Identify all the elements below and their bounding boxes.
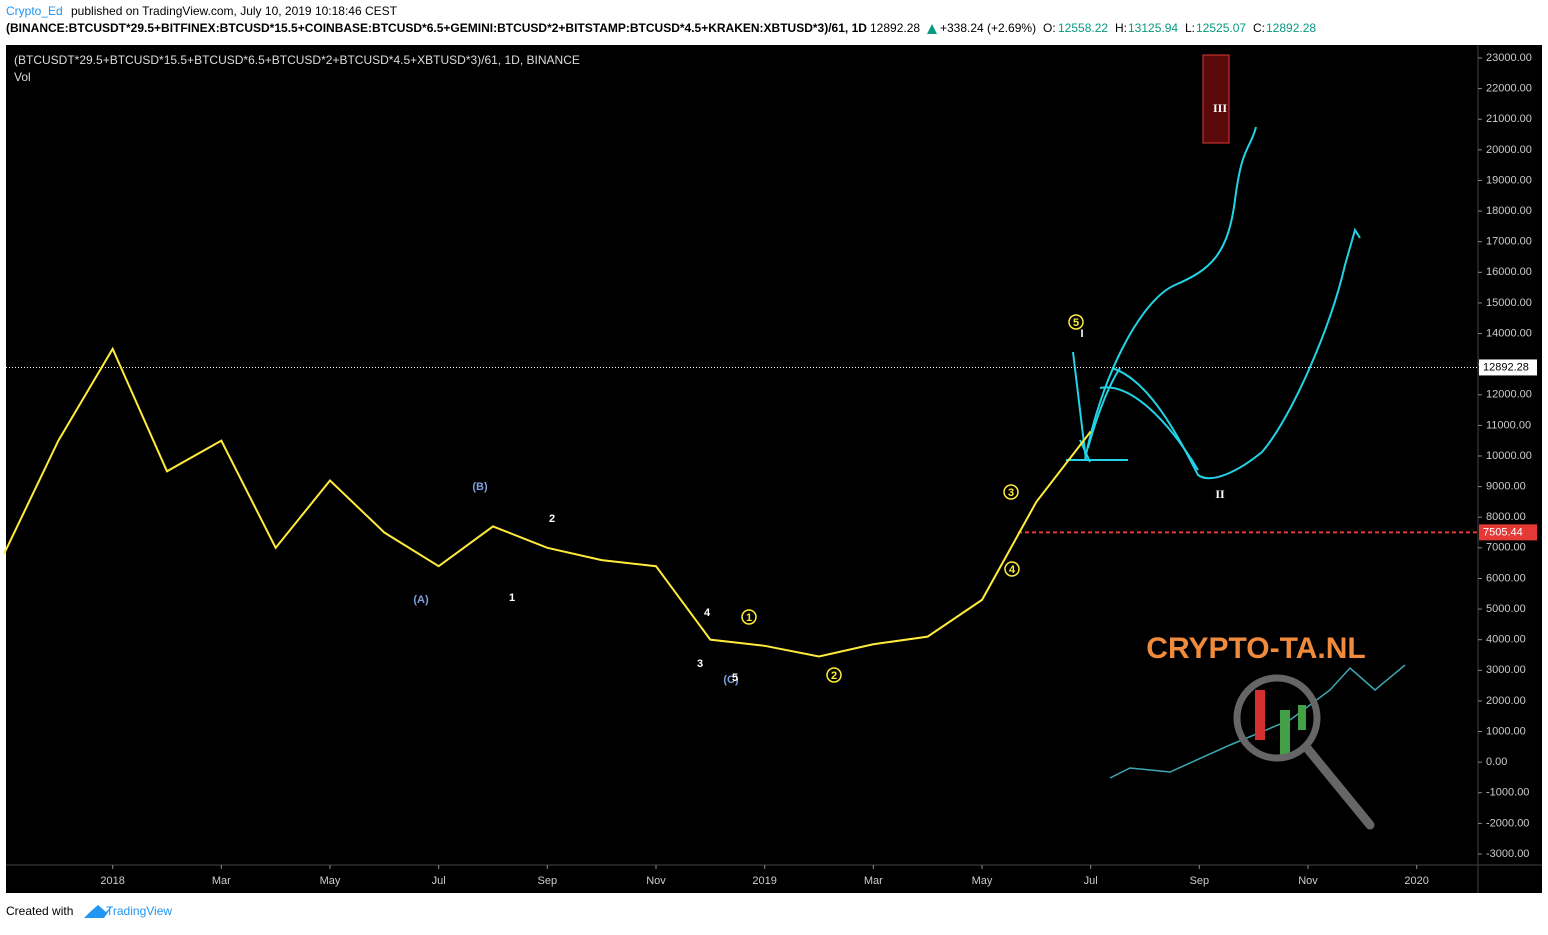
wave-label: I <box>1080 328 1083 340</box>
x-tick-label: Sep <box>538 875 558 887</box>
y-tick-label: 15000.00 <box>1486 297 1532 309</box>
watermark: CRYPTO-TA.NL <box>1146 632 1365 665</box>
wave-circle <box>1068 314 1084 330</box>
y-tick-label: 6000.00 <box>1486 572 1526 584</box>
wave-label: 5 <box>732 672 738 684</box>
legend-title: (BTCUSDT*29.5+BTCUSD*15.5+BTCUSD*6.5+BTC… <box>14 53 580 67</box>
published: published on TradingView.com, July 10, 2… <box>71 4 398 18</box>
wave-label: (A) <box>413 594 429 606</box>
x-tick-label: Mar <box>212 875 231 887</box>
price-tag-label: 12892.28 <box>1483 361 1529 373</box>
tv-logo <box>84 905 113 918</box>
last: 12892.28 <box>870 21 920 35</box>
y-tick-label: 22000.00 <box>1486 83 1532 95</box>
x-tick-label: Mar <box>864 875 883 887</box>
high: 13125.94 <box>1128 21 1178 35</box>
y-tick-label: 21000.00 <box>1486 113 1532 125</box>
y-tick-label: 18000.00 <box>1486 205 1532 217</box>
wave-circle <box>826 667 842 683</box>
wave-label: 2 <box>549 513 555 525</box>
footer-brand: TradingView <box>106 904 172 918</box>
logo-candle <box>1298 705 1306 730</box>
x-tick-label: Nov <box>1298 875 1318 887</box>
x-tick-label: Sep <box>1190 875 1210 887</box>
wave-label: 1 <box>509 592 515 604</box>
y-tick-label: 3000.00 <box>1486 664 1526 676</box>
wave-label: 2 <box>831 670 837 682</box>
y-tick-label: -1000.00 <box>1486 787 1529 799</box>
wave-label: II <box>1215 487 1225 501</box>
y-tick-label: 2000.00 <box>1486 695 1526 707</box>
logo-candle <box>1280 710 1290 755</box>
wave-label: 1 <box>746 612 752 624</box>
magnifier <box>1233 674 1321 762</box>
close: 12892.28 <box>1266 21 1316 35</box>
y-tick-label: 1000.00 <box>1486 725 1526 737</box>
wave-label: 3 <box>697 658 703 670</box>
wave-label: 3 <box>1008 487 1014 499</box>
target-box <box>1202 54 1230 144</box>
projection-path <box>1087 367 1199 471</box>
up-arrow <box>927 24 937 34</box>
y-tick-label: 4000.00 <box>1486 634 1526 646</box>
y-tick-label: -2000.00 <box>1486 817 1529 829</box>
y-tick-label: 17000.00 <box>1486 236 1532 248</box>
y-tick-label: 0.00 <box>1486 756 1507 768</box>
y-tick-label: 11000.00 <box>1486 419 1531 431</box>
price-tag-label: 7505.44 <box>1483 526 1523 538</box>
price-tag <box>1479 524 1537 541</box>
x-tick-label: May <box>320 875 341 887</box>
symbol: (BINANCE:BTCUSDT*29.5+BITFINEX:BTCUSD*15… <box>6 21 867 35</box>
wave-label: (C) <box>723 674 739 686</box>
y-tick-label: 5000.00 <box>1486 603 1526 615</box>
drawing <box>1066 126 1361 480</box>
price-tag <box>1479 359 1537 376</box>
wave-circle <box>1003 484 1019 500</box>
footer-created: Created with <box>6 904 73 918</box>
magnifier-handle <box>1302 743 1375 830</box>
y-tick-label: 20000.00 <box>1486 144 1532 156</box>
y-tick-label: 14000.00 <box>1486 327 1532 339</box>
low: 12525.07 <box>1196 21 1246 35</box>
wave-circle <box>741 609 757 625</box>
x-tick-label: 2018 <box>100 875 124 887</box>
y-tick-label: 9000.00 <box>1486 481 1526 493</box>
y-tick-label: 12000.00 <box>1486 389 1532 401</box>
y-tick-label: -3000.00 <box>1486 848 1529 860</box>
y-tick-label: 23000.00 <box>1486 52 1532 64</box>
x-tick-label: Jul <box>1084 875 1098 887</box>
projection-path <box>1111 227 1361 480</box>
close-label: C: <box>1253 21 1265 35</box>
logo <box>1109 664 1406 830</box>
x-tick-label: Jul <box>432 875 446 887</box>
low-label: L: <box>1185 21 1195 35</box>
x-tick-label: Nov <box>646 875 666 887</box>
price-line-series <box>3 346 1092 658</box>
wave-label: 4 <box>704 607 711 619</box>
y-tick-label: 7000.00 <box>1486 542 1526 554</box>
volume-label: Vol <box>14 70 31 84</box>
y-tick-label: 16000.00 <box>1486 266 1532 278</box>
change: +338.24 (+2.69%) <box>940 21 1036 35</box>
x-tick-label: 2019 <box>752 875 776 887</box>
x-tick-label: May <box>972 875 993 887</box>
x-tick-label: 2020 <box>1404 875 1428 887</box>
y-tick-label: 10000.00 <box>1486 450 1532 462</box>
high-label: H: <box>1115 21 1127 35</box>
open-label: O: <box>1043 21 1056 35</box>
open: 12558.22 <box>1058 21 1108 35</box>
wave-label: (B) <box>472 481 488 493</box>
y-tick-label: 19000.00 <box>1486 174 1532 186</box>
logo-candle <box>1255 690 1265 740</box>
wave-label: 4 <box>1009 564 1016 576</box>
y-tick-label: 8000.00 <box>1486 511 1526 523</box>
wave-circle <box>1004 561 1020 577</box>
wave-label: III <box>1213 101 1227 115</box>
wave-label: 5 <box>1073 317 1079 329</box>
publisher: Crypto_Ed <box>6 4 63 18</box>
